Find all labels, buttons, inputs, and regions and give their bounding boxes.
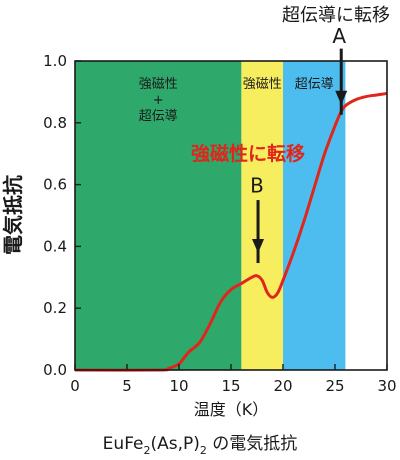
phase-region-label-0-0: 強磁性 bbox=[139, 77, 178, 92]
x-tick-label: 15 bbox=[221, 377, 240, 395]
y-tick-label: 0.0 bbox=[43, 361, 67, 379]
caption-formula-middle: (As,P) bbox=[151, 434, 200, 454]
phase-region-label-2-0: 超伝導 bbox=[295, 77, 334, 92]
caption-formula: EuFe bbox=[103, 434, 144, 454]
y-tick-label: 0.4 bbox=[43, 237, 67, 255]
ferromagnetic-transition-label: 強磁性に転移 bbox=[191, 142, 305, 165]
y-tick-label: 0.6 bbox=[43, 176, 67, 194]
caption-subscript-2: 2 bbox=[200, 444, 207, 457]
x-tick-label: 10 bbox=[169, 377, 188, 395]
caption-suffix: の電気抵抗 bbox=[207, 434, 297, 454]
superconducting-transition-label: 超伝導に転移 bbox=[282, 5, 390, 26]
caption-subscript-1: 2 bbox=[144, 444, 151, 457]
point-a-label: A bbox=[332, 24, 346, 48]
y-tick-label: 0.2 bbox=[43, 299, 67, 317]
y-tick-label: 1.0 bbox=[43, 52, 67, 70]
chart-caption: EuFe2(As,P)2 の電気抵抗 bbox=[103, 434, 298, 457]
phase-region-1 bbox=[241, 61, 283, 370]
phase-region-2 bbox=[283, 61, 346, 370]
x-tick-label: 25 bbox=[325, 377, 344, 395]
axis-ticks: 0 5 10 15 20 25 30 0.0 0.2 0.4 0.6 0.8 1.0 bbox=[43, 52, 396, 395]
y-tick-label: 0.8 bbox=[43, 114, 67, 132]
x-tick-label: 30 bbox=[377, 377, 396, 395]
phase-regions bbox=[75, 61, 346, 370]
phase-region-label-1-0: 強磁性 bbox=[243, 77, 282, 92]
x-tick-label: 5 bbox=[122, 377, 132, 395]
phase-region-label-0-1: + bbox=[153, 93, 164, 108]
point-b-label: B bbox=[250, 173, 264, 197]
x-axis-label: 温度（K） bbox=[194, 400, 269, 419]
phase-region-label-0-2: 超伝導 bbox=[139, 109, 178, 124]
arrow-b-head bbox=[252, 239, 265, 254]
x-tick-label: 20 bbox=[273, 377, 292, 395]
y-axis-label: 電気抵抗 bbox=[1, 175, 25, 255]
x-tick-label: 0 bbox=[70, 377, 80, 395]
arrow-a-head bbox=[335, 90, 348, 105]
